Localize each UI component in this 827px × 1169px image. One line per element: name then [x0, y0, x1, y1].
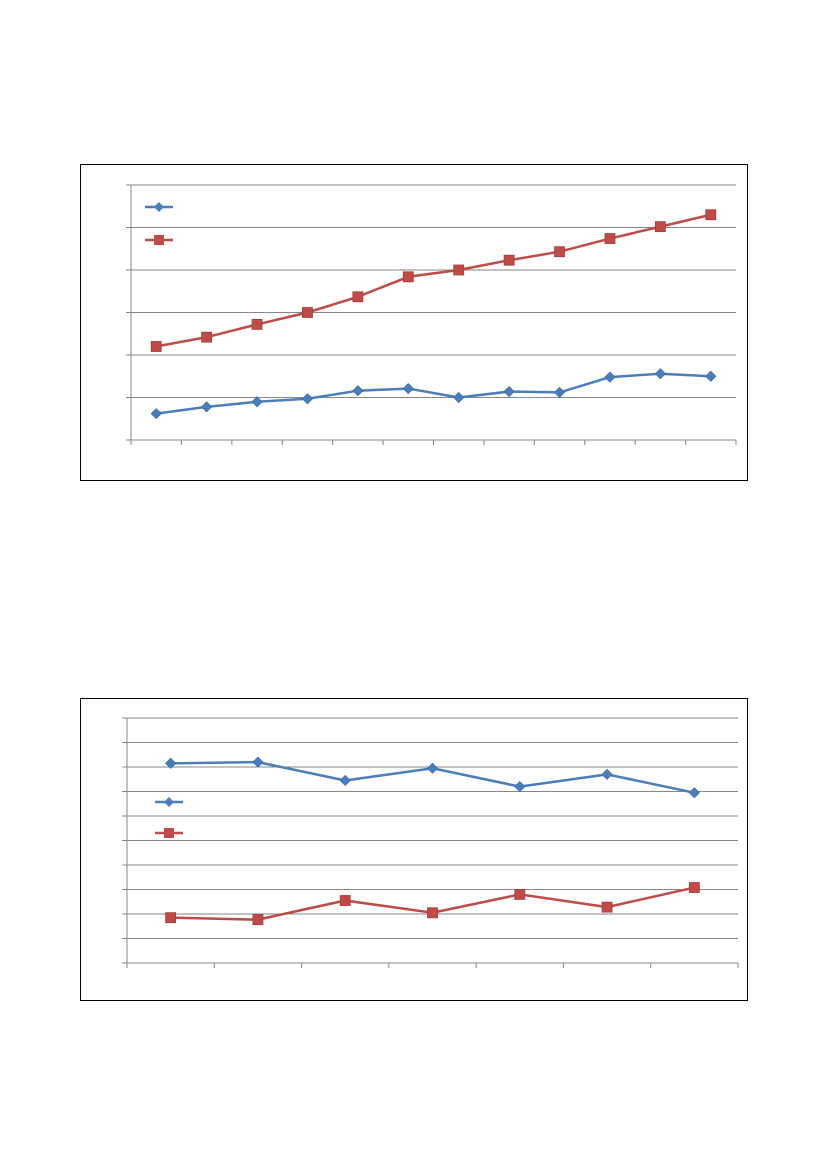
- series-1-point: [339, 774, 351, 787]
- series-2-point: [654, 221, 666, 233]
- series-2-point: [165, 912, 177, 924]
- chart-1-plot: [126, 184, 737, 445]
- series-2-point: [601, 901, 613, 913]
- series-2-point: [302, 307, 313, 318]
- series-2-point: [604, 233, 616, 244]
- series-2-point: [705, 209, 717, 221]
- series-2-point: [201, 331, 213, 343]
- series-2-line: [155, 213, 712, 348]
- legend-marker-series-1: [154, 202, 164, 212]
- series-2-point: [554, 246, 565, 258]
- series-2-point: [251, 318, 263, 330]
- legend-marker-series-2: [154, 235, 164, 245]
- series-1-point: [654, 368, 666, 380]
- series-1-line: [156, 372, 711, 415]
- series-2-point: [688, 882, 700, 893]
- chart-2-plot: [122, 717, 739, 968]
- series-1-point: [301, 393, 314, 405]
- series-1-point: [553, 386, 566, 398]
- series-2-point: [427, 907, 438, 919]
- chart-1-frame: [80, 164, 748, 481]
- series-1-point: [252, 756, 264, 768]
- series-1-point: [604, 371, 616, 383]
- series-1-point: [165, 757, 177, 769]
- legend-marker-series-1: [164, 797, 174, 807]
- series-2-point: [453, 264, 465, 276]
- series-2-point: [514, 888, 526, 900]
- series-1-point: [251, 396, 263, 408]
- series-1-point: [352, 385, 364, 397]
- series-2-point: [503, 254, 515, 266]
- series-2-point: [339, 895, 351, 906]
- series-2-point: [150, 341, 162, 352]
- series-1-point: [201, 401, 213, 413]
- series-2-point: [352, 291, 364, 303]
- series-1-point: [402, 383, 414, 395]
- series-1-point: [688, 787, 700, 799]
- series-1-point: [705, 370, 717, 382]
- series-1-point: [426, 762, 439, 774]
- legend-marker-series-2: [164, 828, 174, 838]
- series-1-point: [150, 408, 162, 420]
- chart-2-frame: [80, 698, 748, 1001]
- series-1-point: [453, 391, 465, 404]
- series-2-point: [402, 271, 414, 283]
- series-1-point: [514, 781, 526, 793]
- series-1-point: [601, 768, 613, 780]
- series-1-point: [503, 385, 515, 398]
- series-2-point: [252, 914, 264, 926]
